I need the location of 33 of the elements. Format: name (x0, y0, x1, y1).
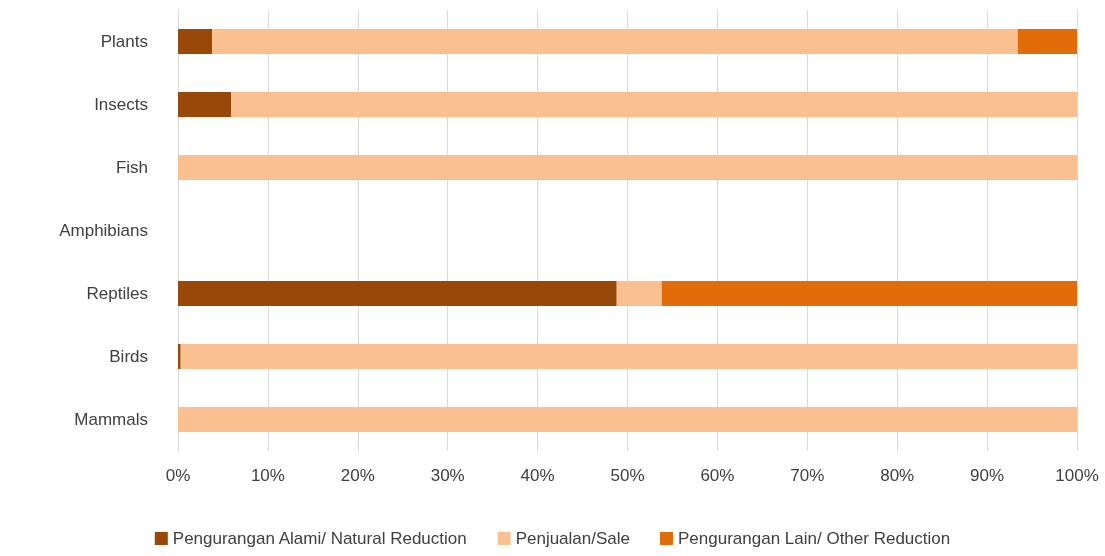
bar (178, 154, 1077, 181)
bar (231, 91, 1077, 118)
x-tick-label: 50% (610, 466, 645, 485)
x-tick-label: 80% (880, 466, 915, 485)
bar (1017, 28, 1077, 55)
bar (178, 343, 181, 370)
x-tick-label: 30% (430, 466, 465, 485)
x-tick-label: 10% (250, 466, 285, 485)
x-tick-label: 20% (340, 466, 375, 485)
bar (178, 28, 213, 55)
y-tick-label: Amphibians (59, 221, 148, 240)
bar (178, 280, 617, 307)
y-tick-label: Plants (100, 32, 148, 51)
y-tick-label: Fish (115, 158, 148, 177)
bar (661, 280, 1077, 307)
bar (180, 343, 1077, 370)
y-tick-label: Insects (94, 95, 148, 114)
x-tick-label: 70% (790, 466, 825, 485)
x-tick-label: 100% (1055, 466, 1099, 485)
y-tick-label: Birds (109, 347, 148, 366)
legend-label: Penjualan/Sale (515, 529, 631, 548)
y-tick-label: Mammals (74, 410, 148, 429)
y-tick-label: Reptiles (86, 284, 148, 303)
legend-label: Pengurangan Alami/ Natural Reduction (172, 529, 467, 548)
x-tick-label: 90% (970, 466, 1005, 485)
bar (178, 91, 232, 118)
bar (616, 280, 662, 307)
bar (178, 406, 1077, 433)
x-tick-label: 60% (700, 466, 735, 485)
x-tick-label: 40% (520, 466, 555, 485)
bar (212, 28, 1018, 55)
legend-label: Pengurangan Lain/ Other Reduction (678, 529, 951, 548)
x-tick-label: 0% (165, 466, 191, 485)
